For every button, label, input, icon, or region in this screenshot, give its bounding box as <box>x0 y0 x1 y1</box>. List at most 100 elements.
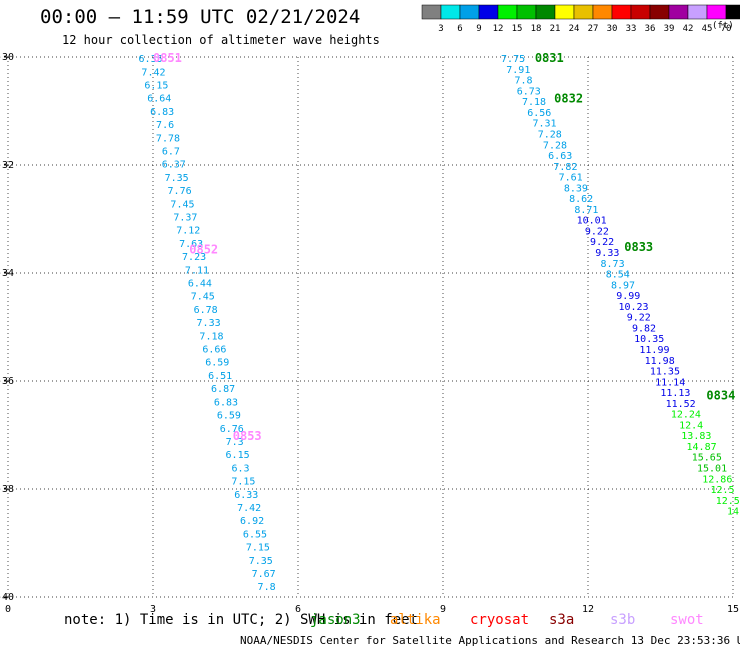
legend-tick-label: 18 <box>531 24 542 34</box>
data-point-label: 8.54 <box>606 270 630 281</box>
legend-swatch <box>440 4 461 20</box>
data-point-label: 6.73 <box>517 86 541 97</box>
data-point-label: 6.15 <box>144 80 168 91</box>
satellite-label-swot: swot <box>670 612 704 628</box>
data-point-label: 6.55 <box>243 529 267 540</box>
data-point-label: 6.78 <box>194 305 218 316</box>
legend-swatch <box>725 4 740 20</box>
legend-swatch <box>478 4 499 20</box>
data-point-label: 11.35 <box>650 367 680 378</box>
data-point-label: 7.35 <box>249 556 273 567</box>
data-point-label: 11.14 <box>655 377 685 388</box>
data-point-label: 7.3 <box>226 437 244 448</box>
credit-line: NOAA/NESDIS Center for Satellite Applica… <box>240 634 740 647</box>
data-point-label: 12.24 <box>671 410 701 421</box>
chart-title: 00:00 – 11:59 UTC 02/21/2024 <box>40 6 361 28</box>
legend-tick-label: 21 <box>550 24 561 34</box>
data-point-label: 6.66 <box>202 345 226 356</box>
data-point-label: 11.13 <box>660 388 690 399</box>
track-0833: 0833 <box>624 240 653 254</box>
data-point-label: 7.28 <box>538 130 562 141</box>
x-tick-label: 12 <box>582 604 594 615</box>
track-time-label: 0853 <box>233 429 262 443</box>
legend-swatch <box>516 4 537 20</box>
data-point-label: 9.33 <box>595 248 619 259</box>
data-point-label: 7.18 <box>199 331 223 342</box>
legend-swatch <box>459 4 480 20</box>
data-point-label: 6.87 <box>211 384 235 395</box>
data-point-label: 8.71 <box>574 205 598 216</box>
x-tick-label: 15 <box>727 604 739 615</box>
data-point-label: 7.42 <box>237 503 261 514</box>
data-point-label: 12.5 <box>716 496 740 507</box>
satellite-label-cryosat: cryosat <box>470 612 530 628</box>
data-point-label: 6.92 <box>240 516 264 527</box>
satellite-label-s3a: s3a <box>549 612 575 628</box>
data-point-label: 7.91 <box>506 65 530 76</box>
legend-swatch <box>706 4 727 20</box>
data-point-label: 7.23 <box>182 252 206 263</box>
data-point-label: 9.99 <box>616 291 640 302</box>
data-point-label: 7.6 <box>156 120 174 131</box>
legend-tick-label: 30 <box>607 24 618 34</box>
data-point-label: 8.73 <box>601 259 625 270</box>
data-point-label: 6.37 <box>162 160 186 171</box>
data-point-label: 14.87 <box>687 442 717 453</box>
data-point-label: 9.82 <box>632 323 656 334</box>
data-point-label: 7.42 <box>141 67 165 78</box>
data-point-label: 7.15 <box>246 543 270 554</box>
data-point-label: 7.61 <box>559 173 583 184</box>
track-0851: 6.35 7.42 6.15 6.64 6.83 7.6 7.78 6.7 6.37 7.35 7.… <box>139 51 276 593</box>
track-time-label: 0833 <box>624 240 653 254</box>
legend-swatch <box>497 4 518 20</box>
track-0852: 0852 <box>189 243 218 257</box>
data-point-label: 6.3 <box>231 463 249 474</box>
chart-subtitle: 12 hour collection of altimeter wave hei… <box>62 33 380 47</box>
legend-tick-label: 36 <box>645 24 656 34</box>
legend-tick-label: 42 <box>683 24 694 34</box>
data-point-label: 12.86 <box>702 474 732 485</box>
track-0832: 0832 <box>554 92 583 106</box>
data-point-label: 7.8 <box>515 76 533 87</box>
data-point-label: 6.7 <box>162 147 180 158</box>
data-point-label: 7.78 <box>156 133 180 144</box>
data-point-label: 11.99 <box>639 345 669 356</box>
x-tick-label: 3 <box>150 604 156 615</box>
legend-tick-label: 45 <box>702 24 713 34</box>
data-point-label: 9.22 <box>627 313 651 324</box>
legend-swatch <box>611 4 632 20</box>
data-point-label: 8.97 <box>611 280 635 291</box>
legend-swatch <box>421 4 442 20</box>
legend-tick-label: 39 <box>664 24 675 34</box>
legend-swatch <box>554 4 575 20</box>
data-point-label: 7.63 <box>179 239 203 250</box>
data-point-label: 7.75 <box>501 54 525 65</box>
legend-tick-label: 70 <box>721 24 732 34</box>
data-point-label: 14 <box>727 507 739 518</box>
data-point-label: 7.12 <box>176 226 200 237</box>
legend-tick-label: 12 <box>493 24 504 34</box>
legend-units-label: (ft) <box>712 21 734 31</box>
track-0834: 0834 <box>706 389 735 403</box>
track-time-label: 0831 <box>535 51 564 65</box>
data-point-label: 6.83 <box>214 397 238 408</box>
data-point-label: 6.63 <box>548 151 572 162</box>
data-point-label: 12.4 <box>679 420 703 431</box>
data-point-label: 10.35 <box>634 334 664 345</box>
track-time-label: 0852 <box>189 243 218 257</box>
data-point-label: 7.33 <box>197 318 221 329</box>
data-point-label: 7.28 <box>543 140 567 151</box>
data-point-label: 15.65 <box>692 453 722 464</box>
track-time-label: 0834 <box>706 389 735 403</box>
data-point-label: 15.01 <box>697 464 727 475</box>
data-point-label: 10.01 <box>577 216 607 227</box>
data-point-label: 11.52 <box>666 399 696 410</box>
legend-swatch <box>649 4 670 20</box>
data-point-label: 7.11 <box>185 265 209 276</box>
data-point-label: 7.31 <box>532 119 556 130</box>
data-point-label: 7.8 <box>258 582 276 593</box>
data-point-label: 6.76 <box>220 424 244 435</box>
